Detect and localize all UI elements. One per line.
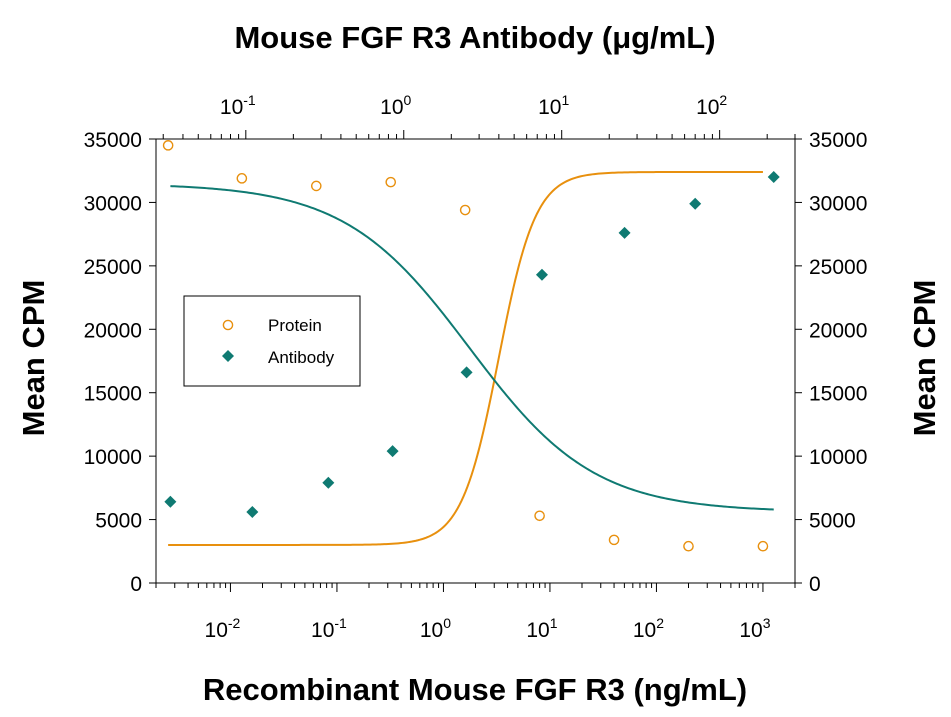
fit-curve-antibody <box>170 185 774 511</box>
y-tick-label-right: 5000 <box>809 510 856 533</box>
y-tick-label-right: 15000 <box>809 383 867 406</box>
x-axis-title: Recombinant Mouse FGF R3 (ng/mL) <box>203 672 747 707</box>
data-points <box>162 140 780 552</box>
data-point-antibody <box>322 476 335 489</box>
data-point-antibody <box>386 445 399 458</box>
fit-curve-protein <box>168 170 763 546</box>
legend-box <box>183 295 361 387</box>
x-axis-bottom: 10-2 10-1 100 101 102 103 <box>155 583 796 642</box>
x-tick-label-bottom: 10-2 <box>205 615 241 642</box>
x-tick-label-bottom: 103 <box>739 615 770 642</box>
y-axis-title-right: Mean CPM <box>907 280 942 437</box>
fit-curves <box>168 170 774 546</box>
x-tick-label-bottom: 102 <box>633 615 664 642</box>
legend-marker-antibody-icon <box>222 350 234 362</box>
x-tick-label-top: 10-1 <box>220 92 256 119</box>
data-point-protein <box>459 204 471 216</box>
data-point-protein <box>236 173 248 184</box>
legend: Protein Antibody <box>183 295 361 387</box>
y-axis-left: 0 5000 10000 15000 20000 25000 30000 35000 <box>84 129 156 596</box>
x-tick-label-top: 101 <box>538 92 569 119</box>
data-point-protein <box>385 176 397 188</box>
y-tick-label-left: 25000 <box>84 256 142 279</box>
legend-marker-protein-icon <box>222 319 234 331</box>
x-axis-top: 10-1 100 101 102 <box>162 92 796 139</box>
data-point-antibody <box>460 366 473 379</box>
y-tick-label-right: 35000 <box>809 129 867 152</box>
y-axis-title-left: Mean CPM <box>16 280 51 437</box>
y-tick-label-left: 30000 <box>84 192 142 215</box>
x-tick-label-top: 100 <box>380 92 411 119</box>
y-tick-label-right: 0 <box>809 573 821 596</box>
y-tick-label-left: 20000 <box>84 319 142 342</box>
data-point-protein <box>534 510 545 522</box>
y-tick-label-left: 15000 <box>84 383 142 406</box>
data-point-antibody <box>164 495 177 508</box>
y-tick-label-left: 5000 <box>95 510 142 533</box>
y-tick-label-left: 10000 <box>84 446 142 469</box>
y-tick-label-right: 30000 <box>809 192 867 215</box>
data-point-protein <box>608 534 620 546</box>
legend-label-protein: Protein <box>268 316 322 335</box>
data-point-antibody <box>689 197 702 210</box>
x-tick-label-bottom: 101 <box>526 615 557 642</box>
x-tick-label-top: 102 <box>696 92 727 119</box>
data-point-protein <box>162 140 174 151</box>
data-point-protein <box>757 540 769 552</box>
data-point-antibody <box>535 268 548 281</box>
y-tick-label-right: 25000 <box>809 256 867 279</box>
data-point-antibody <box>767 171 780 184</box>
chart-title: Mouse FGF R3 Antibody (μg/mL) <box>234 20 715 55</box>
x-tick-label-bottom: 100 <box>420 615 451 642</box>
data-point-antibody <box>246 505 259 518</box>
y-tick-label-right: 10000 <box>809 446 867 469</box>
y-tick-label-left: 35000 <box>84 129 142 152</box>
data-point-protein <box>683 540 694 552</box>
data-point-antibody <box>618 226 631 239</box>
y-tick-label-right: 20000 <box>809 319 867 342</box>
y-axis-right: 0 5000 10000 15000 20000 25000 30000 35000 <box>795 129 867 596</box>
y-tick-label-left: 0 <box>130 573 142 596</box>
x-tick-label-bottom: 10-1 <box>311 615 347 642</box>
data-point-protein <box>310 180 322 192</box>
legend-label-antibody: Antibody <box>268 348 335 367</box>
